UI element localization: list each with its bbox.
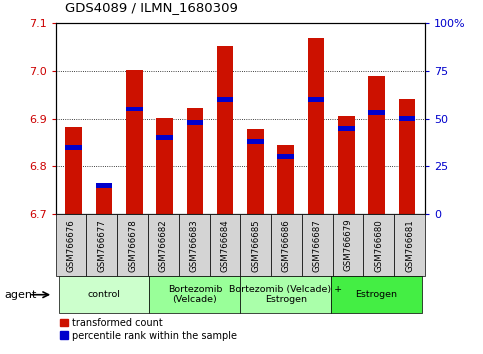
Bar (126, 70, 142, 214)
Bar (126, 107, 142, 112)
Text: GSM766679: GSM766679 (343, 219, 353, 272)
Text: GSM766683: GSM766683 (190, 219, 199, 272)
Bar (398, 116, 415, 121)
Text: GSM766681: GSM766681 (405, 219, 414, 272)
Text: Bortezomib (Velcade) +
Estrogen: Bortezomib (Velcade) + Estrogen (229, 285, 342, 304)
Bar (247, 139, 264, 144)
Text: GSM766687: GSM766687 (313, 219, 322, 272)
Bar (65, 145, 82, 150)
Text: GSM766680: GSM766680 (374, 219, 384, 272)
Bar (368, 76, 385, 214)
Text: Bortezomib
(Velcade): Bortezomib (Velcade) (168, 285, 222, 304)
Bar (186, 120, 203, 125)
Bar (308, 38, 325, 214)
Bar (186, 108, 203, 214)
Text: GSM766682: GSM766682 (159, 219, 168, 272)
Text: GDS4089 / ILMN_1680309: GDS4089 / ILMN_1680309 (65, 1, 238, 14)
Text: GSM766676: GSM766676 (67, 219, 75, 272)
Text: control: control (87, 290, 120, 299)
Legend: transformed count, percentile rank within the sample: transformed count, percentile rank withi… (60, 318, 237, 341)
Bar (217, 46, 233, 214)
Bar (368, 110, 385, 115)
Bar (277, 154, 294, 159)
Text: GSM766686: GSM766686 (282, 219, 291, 272)
Bar (338, 126, 355, 131)
Bar (65, 127, 82, 214)
Bar (217, 97, 233, 102)
Bar (308, 97, 325, 102)
Text: agent: agent (5, 290, 37, 300)
Bar (156, 135, 173, 140)
Bar (156, 118, 173, 214)
Bar (96, 183, 113, 188)
Text: GSM766685: GSM766685 (251, 219, 260, 272)
Bar (398, 98, 415, 214)
Text: Estrogen: Estrogen (355, 290, 398, 299)
Bar (247, 129, 264, 214)
Text: GSM766684: GSM766684 (220, 219, 229, 272)
Bar (277, 145, 294, 214)
Text: GSM766678: GSM766678 (128, 219, 137, 272)
Bar (96, 188, 113, 214)
Text: GSM766677: GSM766677 (97, 219, 106, 272)
Bar (338, 116, 355, 214)
